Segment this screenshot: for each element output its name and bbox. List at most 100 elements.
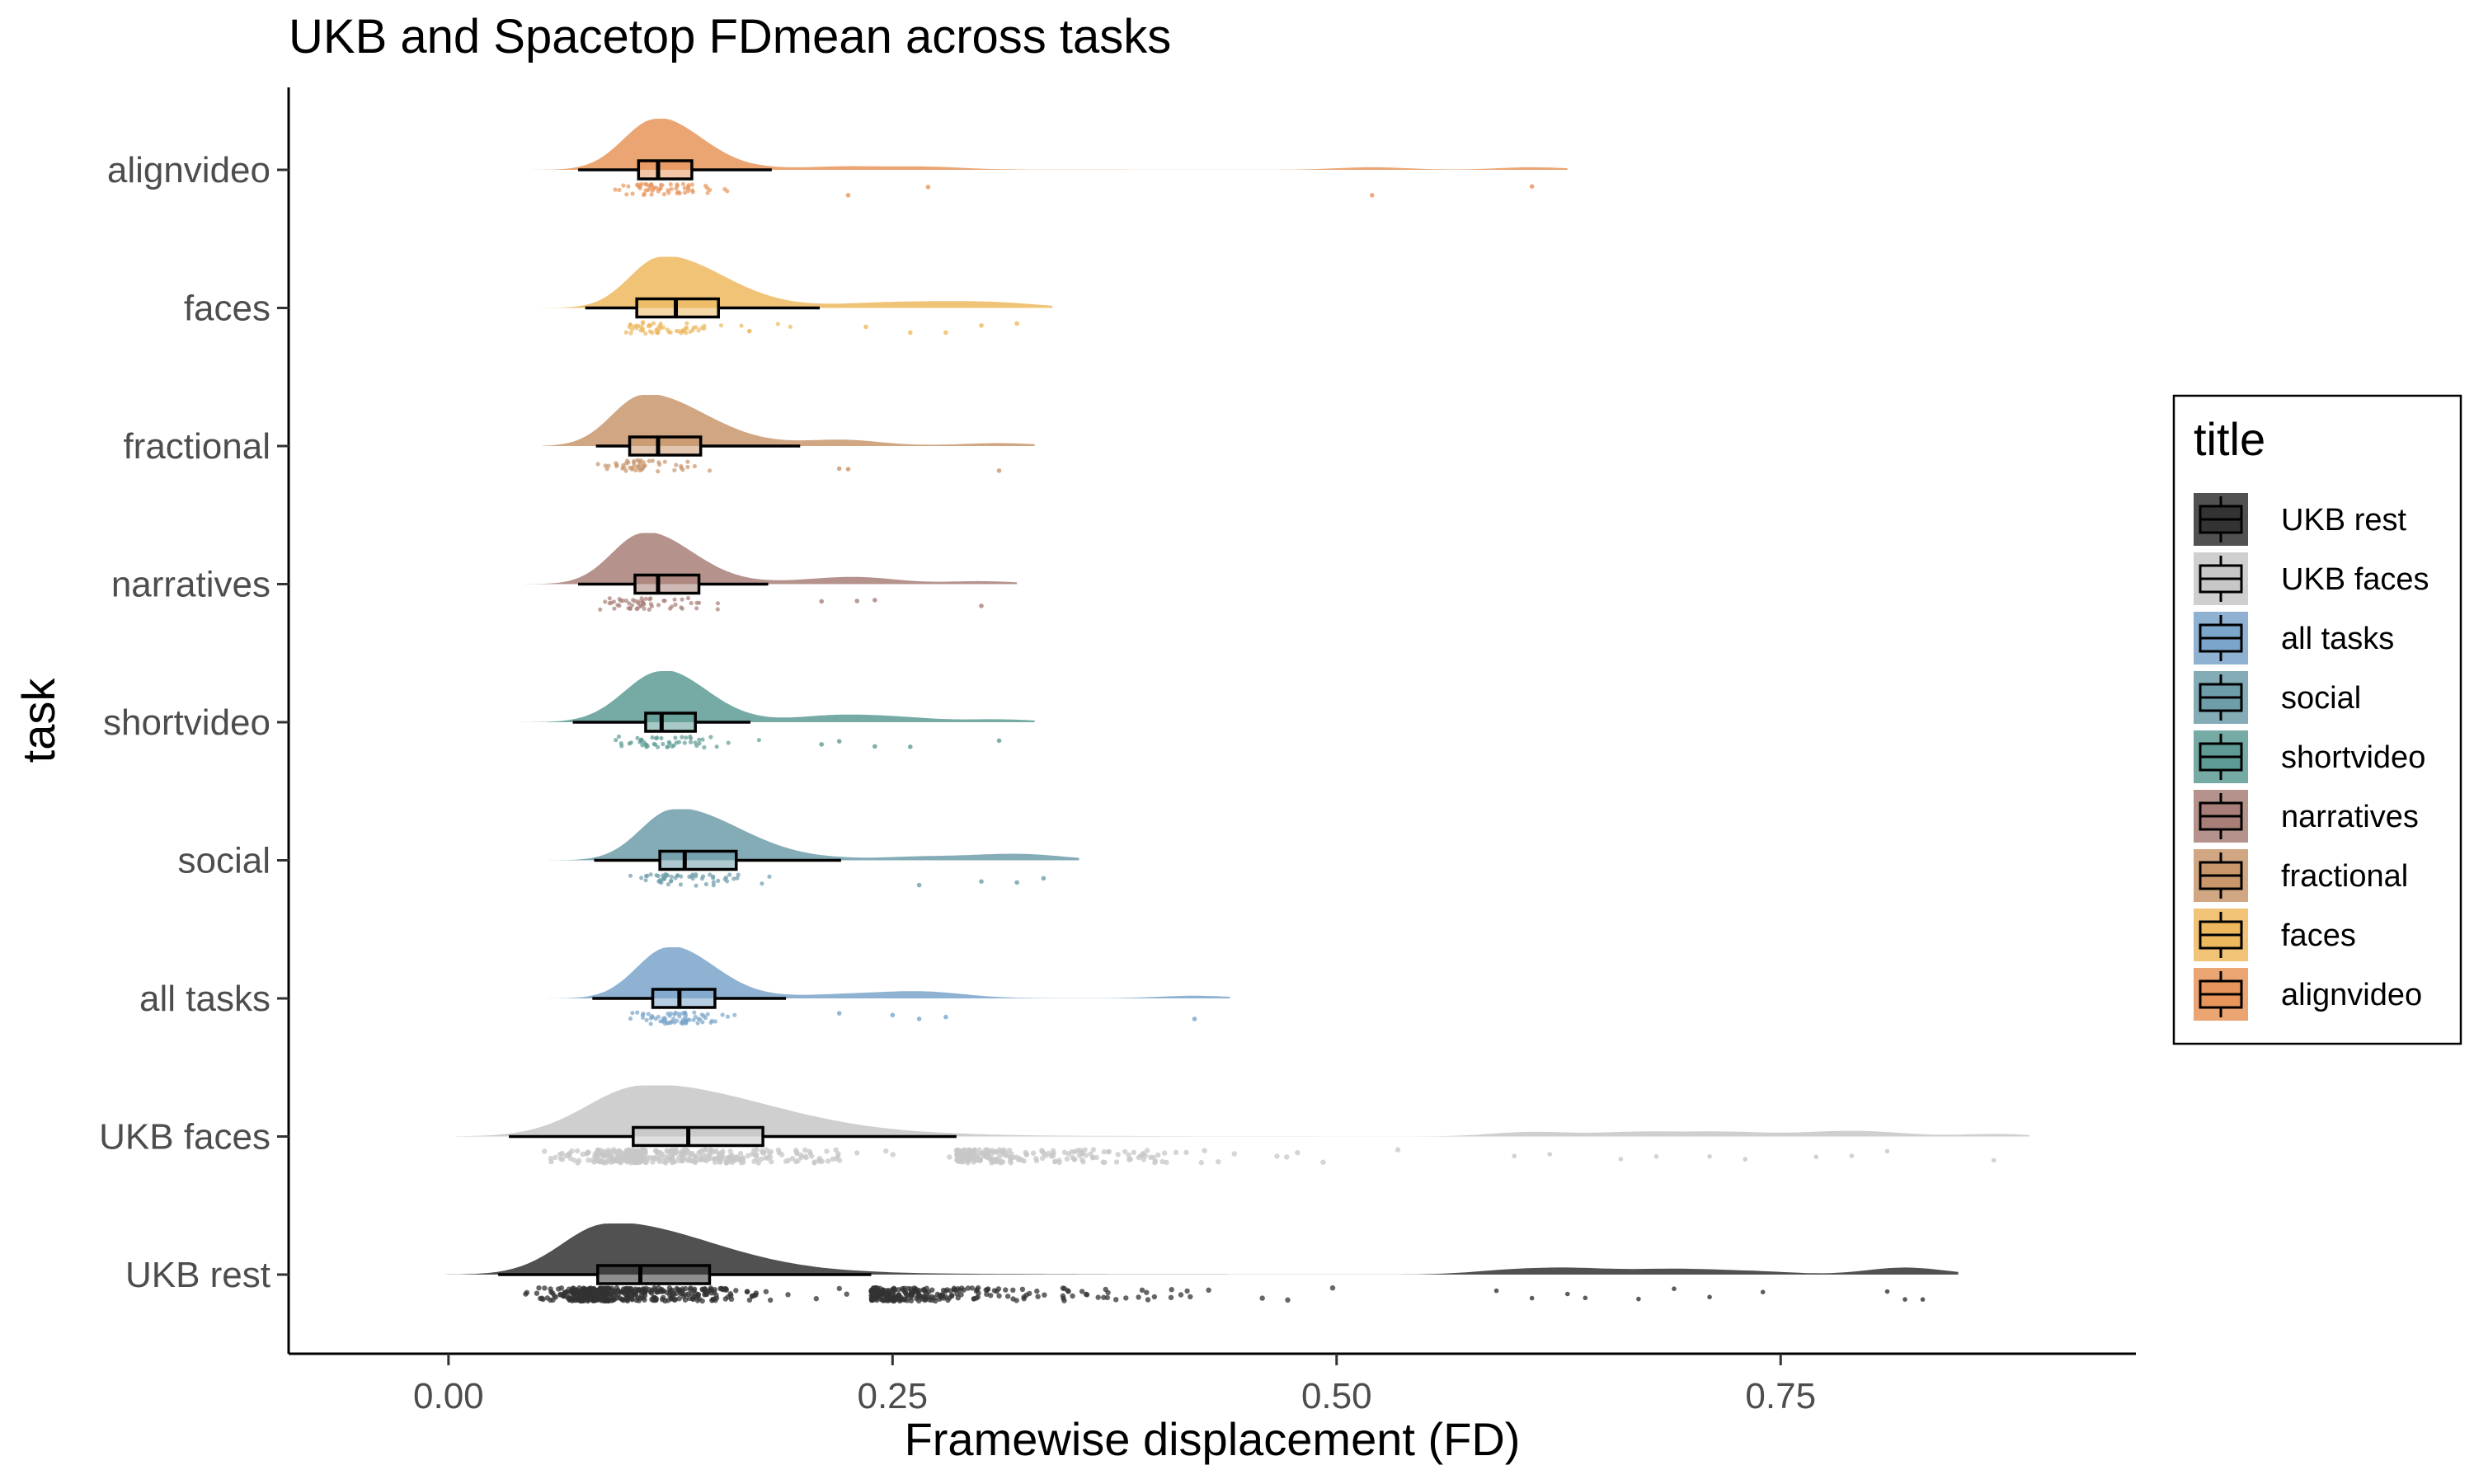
- rain-point: [1113, 1297, 1119, 1303]
- rain-point: [1512, 1153, 1517, 1158]
- rain-point: [1136, 1294, 1141, 1300]
- rain-point: [956, 1158, 962, 1164]
- rain-point: [925, 185, 931, 190]
- chart-title: UKB and Spacetop FDmean across tasks: [289, 10, 1171, 63]
- rain-point: [979, 603, 984, 608]
- rain-point: [1035, 1294, 1041, 1299]
- rain-point: [727, 1148, 733, 1154]
- rain-point: [868, 1295, 875, 1301]
- y-axis-ticks: alignvideo faces fractional narratives short…: [99, 150, 289, 1295]
- rain-point: [713, 1019, 718, 1024]
- rain-point: [1104, 1294, 1111, 1301]
- rain-point: [669, 878, 674, 883]
- rain-point: [679, 465, 684, 471]
- rain-point: [1813, 1154, 1819, 1159]
- rain-point: [1021, 1158, 1027, 1164]
- rain-point: [689, 874, 694, 879]
- rain-point: [680, 1290, 685, 1297]
- rain-point: [1034, 1288, 1040, 1294]
- rain-point: [612, 606, 617, 611]
- rain-point: [682, 740, 687, 745]
- rain-point: [628, 465, 633, 470]
- rain-point: [934, 1291, 941, 1298]
- rain-point: [672, 467, 677, 472]
- rain-point: [697, 1149, 703, 1155]
- rain-point: [607, 1149, 613, 1156]
- rain-point: [1274, 1153, 1280, 1159]
- rain-point: [746, 1297, 753, 1303]
- rain-point: [744, 1289, 750, 1295]
- rain-point: [1618, 1157, 1624, 1162]
- rain-point: [892, 1297, 898, 1303]
- rain-point: [708, 872, 713, 877]
- rain-point: [670, 744, 675, 749]
- rain-point: [657, 186, 662, 192]
- rain-point: [666, 188, 670, 193]
- rain-point: [635, 735, 640, 740]
- rain-point: [1145, 1297, 1151, 1303]
- rain-point: [1152, 1160, 1158, 1166]
- rain-point: [602, 1289, 608, 1294]
- rain-point: [648, 596, 653, 601]
- rain-point: [634, 323, 639, 328]
- rain-point: [699, 1298, 705, 1304]
- rain-point: [536, 1285, 542, 1291]
- rain-point: [1493, 1288, 1499, 1294]
- rain-point: [984, 1147, 990, 1153]
- legend-label: narratives: [2281, 800, 2419, 834]
- rain-point: [705, 186, 710, 190]
- rain-point: [717, 1159, 723, 1165]
- rain-point: [1231, 1151, 1238, 1157]
- rain-point: [673, 1290, 679, 1297]
- rain-point: [656, 603, 661, 608]
- rain-point: [624, 1298, 631, 1304]
- rain-point: [963, 1158, 969, 1164]
- rain-point: [916, 1017, 922, 1021]
- y-tick-label: UKB faces: [99, 1117, 270, 1158]
- rain-point: [811, 1159, 817, 1165]
- rain-point: [627, 325, 632, 330]
- rain-point: [863, 324, 868, 330]
- legend-label: fractional: [2281, 859, 2408, 894]
- rain-point: [639, 876, 644, 881]
- rain-point: [836, 1285, 842, 1292]
- rain-point: [872, 598, 877, 603]
- rain-point: [1095, 1294, 1101, 1300]
- rain-point: [739, 323, 744, 328]
- rain-point: [642, 606, 647, 611]
- rain-point: [642, 191, 647, 196]
- rain-point: [877, 1292, 882, 1298]
- rain-point: [697, 600, 702, 605]
- rain-point: [1033, 1156, 1039, 1162]
- rain-point: [648, 872, 653, 877]
- rain-point: [1041, 876, 1047, 881]
- iqr-box: [658, 849, 738, 871]
- rain-point: [641, 464, 647, 470]
- rain-point: [1991, 1158, 1997, 1163]
- rain-point: [958, 1292, 964, 1298]
- rain-point: [692, 1010, 697, 1015]
- rain-point: [576, 1285, 582, 1291]
- rain-point: [745, 1153, 751, 1159]
- rain-point: [616, 734, 622, 740]
- rain-point: [1069, 1148, 1075, 1155]
- rain-point: [902, 1296, 908, 1303]
- rain-point: [726, 740, 731, 745]
- rain-point: [701, 874, 706, 879]
- rain-point: [1042, 1292, 1047, 1298]
- iqr-box: [632, 1125, 764, 1148]
- rain-point: [1082, 1147, 1088, 1153]
- rain-point: [610, 1297, 616, 1303]
- rain-point: [649, 1290, 655, 1296]
- rain-point: [550, 1297, 556, 1303]
- rain-point: [1178, 1292, 1184, 1298]
- rain-point: [604, 1158, 611, 1163]
- rain-point: [1707, 1153, 1712, 1159]
- rain-point: [607, 596, 612, 601]
- rain-point: [675, 1286, 681, 1293]
- rain-point: [884, 1294, 891, 1299]
- rain-point: [727, 872, 732, 877]
- rain-point: [683, 326, 689, 331]
- rain-point: [816, 1155, 823, 1162]
- rain-point: [1079, 1151, 1084, 1157]
